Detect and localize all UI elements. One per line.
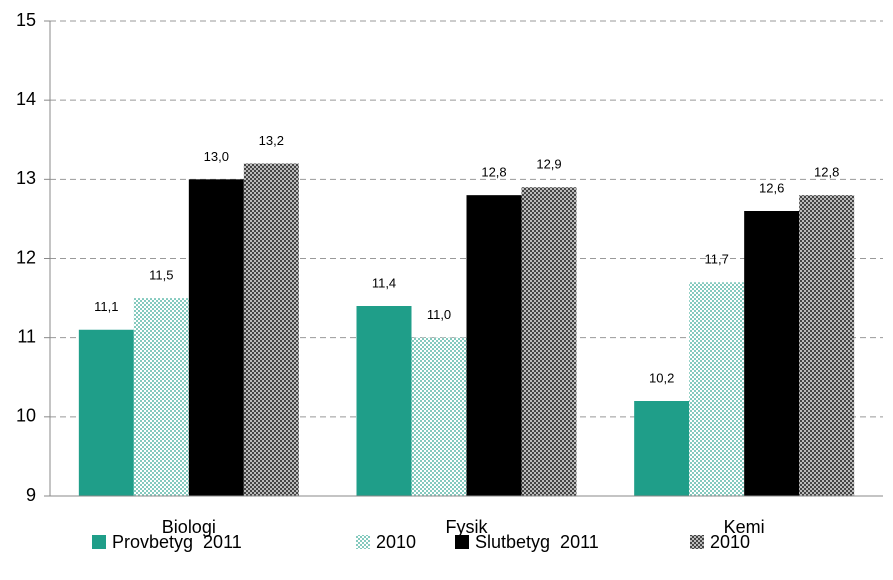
bar bbox=[521, 187, 577, 496]
bar bbox=[744, 211, 800, 496]
value-label: 10,2 bbox=[649, 370, 674, 385]
y-tick-label: 12 bbox=[16, 247, 36, 267]
bar bbox=[634, 401, 690, 496]
bar bbox=[411, 337, 467, 496]
value-label: 13,2 bbox=[259, 133, 284, 148]
y-tick-label: 9 bbox=[26, 485, 36, 505]
value-label: 11,7 bbox=[704, 252, 728, 267]
legend-label: 2010 bbox=[376, 532, 416, 552]
bar bbox=[356, 306, 412, 496]
value-label: 11,4 bbox=[372, 275, 396, 290]
bar bbox=[188, 179, 244, 497]
x-tick-label: Biologi bbox=[162, 517, 216, 537]
y-tick-label: 13 bbox=[16, 168, 36, 188]
x-tick-label: Kemi bbox=[724, 517, 765, 537]
value-label: 12,6 bbox=[759, 180, 784, 195]
value-label: 12,8 bbox=[481, 165, 506, 180]
legend-label: 2010 bbox=[710, 532, 750, 552]
legend-swatch bbox=[690, 535, 704, 549]
y-tick-label: 15 bbox=[16, 10, 36, 30]
legend-label: Slutbetyg 2011 bbox=[475, 532, 599, 552]
bar bbox=[466, 195, 522, 496]
bar bbox=[133, 298, 189, 496]
y-tick-label: 10 bbox=[16, 406, 36, 426]
legend-swatch bbox=[455, 535, 469, 549]
value-label: 11,1 bbox=[94, 299, 118, 314]
value-label: 13,0 bbox=[204, 149, 229, 164]
bar bbox=[689, 282, 745, 496]
value-label: 12,9 bbox=[536, 157, 561, 172]
bar bbox=[243, 163, 299, 496]
value-label: 11,5 bbox=[149, 268, 173, 283]
value-label: 11,0 bbox=[427, 307, 451, 322]
legend-label: Provbetyg 2011 bbox=[112, 532, 242, 552]
bar bbox=[799, 195, 855, 496]
legend-swatch bbox=[92, 535, 106, 549]
x-tick-label: Fysik bbox=[446, 517, 489, 537]
y-tick-label: 11 bbox=[17, 326, 36, 346]
value-label: 12,8 bbox=[814, 165, 839, 180]
bar bbox=[78, 329, 134, 496]
y-tick-label: 14 bbox=[16, 89, 36, 109]
legend-swatch bbox=[356, 535, 370, 549]
